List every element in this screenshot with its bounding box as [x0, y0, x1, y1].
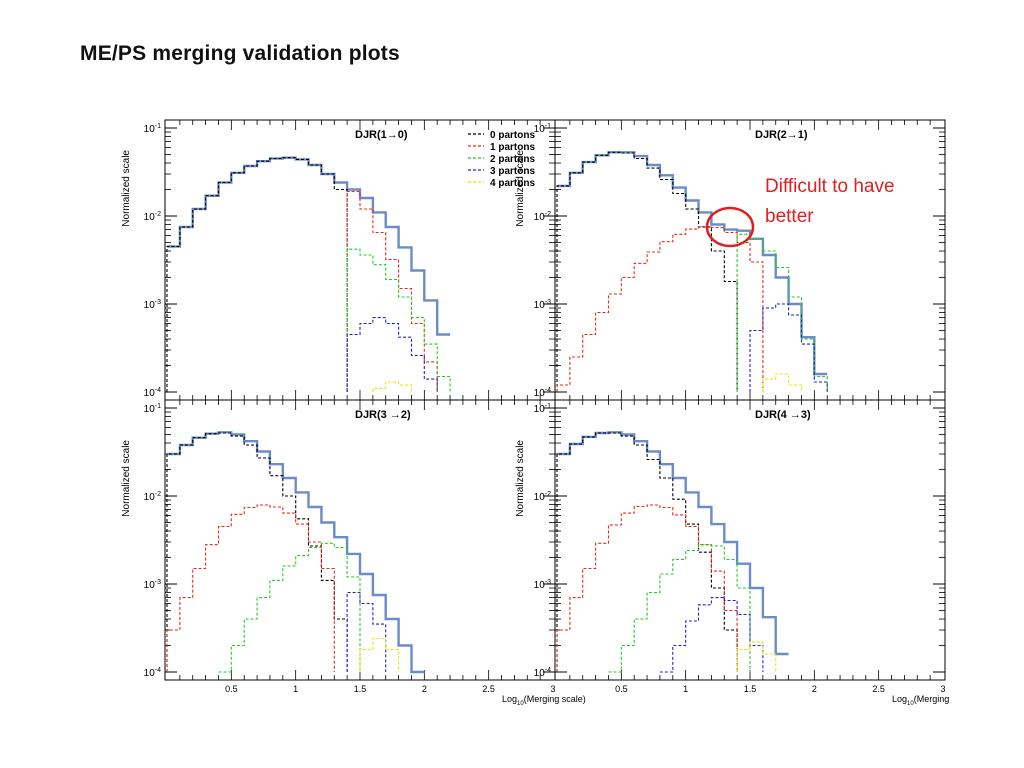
y-tick-label: 10-2: [534, 211, 551, 223]
y-tick-label: 10-2: [144, 491, 161, 503]
series-line-4-partons: [372, 381, 413, 392]
x-tick-label: 1: [683, 684, 688, 694]
series-line-total: [167, 156, 451, 336]
y-tick-label: 10-3: [144, 299, 161, 311]
series-line-2-partons: [346, 248, 451, 392]
annotation-line-2: better: [765, 206, 814, 227]
series-line-4-partons: [736, 641, 777, 672]
annotation-line-1: Difficult to have: [765, 176, 895, 197]
x-tick-label: 1.5: [354, 684, 367, 694]
x-axis-label: Log10(Merging scale): [502, 694, 586, 707]
slide-title: ME/PS merging validation plots: [80, 42, 400, 65]
annotation-text: Difficult to have better: [765, 172, 895, 232]
x-tick-label: 0.5: [615, 684, 628, 694]
series-line-1-partons: [556, 504, 738, 672]
y-tick-label: 10-1: [534, 123, 551, 135]
x-tick-label: 3: [940, 684, 945, 694]
series-line-total: [557, 151, 828, 376]
series-line-3-partons: [659, 597, 764, 673]
panel-title: DJR(4 →3): [755, 409, 811, 421]
series-line-total: [167, 431, 425, 674]
series-line-0-partons: [166, 157, 348, 392]
legend-label: 1 partons: [490, 142, 535, 153]
series-line-0-partons: [556, 432, 738, 672]
y-axis-label: Normalized scale: [515, 150, 526, 227]
y-axis-label: Normalized scale: [515, 440, 526, 517]
y-tick-label: 10-3: [534, 579, 551, 591]
x-tick-label: 2.5: [482, 684, 495, 694]
y-tick-label: 10-3: [534, 299, 551, 311]
series-line-2-partons: [608, 544, 751, 673]
series-line-3-partons: [749, 303, 828, 392]
series-line-3-partons: [346, 317, 438, 392]
x-tick-label: 1: [293, 684, 298, 694]
y-tick-label: 10-1: [144, 123, 161, 135]
panel-title: DJR(2→1): [755, 129, 808, 141]
series-line-4-partons: [359, 637, 400, 672]
djr-panel-2: 10-1 10-2 10-3 10-4 DJR(2→1) Normalized scale: [515, 119, 946, 401]
x-tick-label: 3: [550, 684, 555, 694]
annotation-circle: [705, 206, 755, 248]
djr-panel-4: 10-1 10-2 10-3 10-4 DJR(4 →3) Normalized scal…: [515, 399, 950, 707]
x-tick-label: 2.5: [872, 684, 885, 694]
djr-figure: 10-1 10-2 10-3 10-4 DJR(1→0) Normalized scale…: [121, 119, 950, 707]
y-axis-label: Normalized scale: [121, 440, 132, 517]
series-line-1-partons: [556, 225, 764, 392]
legend-label: 0 partons: [490, 130, 535, 141]
panel-title: DJR(1→0): [355, 129, 408, 141]
series-line-0-partons: [166, 432, 348, 672]
y-tick-label: 10-3: [144, 579, 161, 591]
y-tick-label: 10-4: [144, 667, 161, 679]
y-tick-label: 10-2: [144, 211, 161, 223]
y-axis-label: Normalized scale: [121, 150, 132, 227]
panel-title: DJR(3 →2): [355, 409, 411, 421]
series-line-1-partons: [346, 190, 438, 392]
panel-frame: [164, 399, 556, 681]
y-tick-label: 10-2: [534, 491, 551, 503]
x-tick-label: 1.5: [744, 684, 757, 694]
series-line-3-partons: [346, 591, 387, 672]
series-line-4-partons: [762, 373, 803, 392]
series-line-1-partons: [166, 504, 335, 672]
djr-panel-1: 10-1 10-2 10-3 10-4 DJR(1→0) Normalized scale…: [121, 119, 556, 401]
x-tick-label: 2: [422, 684, 427, 694]
legend-label: 3 partons: [490, 166, 535, 177]
series-line-total: [557, 431, 789, 656]
y-tick-label: 10-4: [534, 667, 551, 679]
series-line-0-partons: [556, 151, 738, 392]
x-axis-label: Log10(Merging scale): [892, 694, 950, 707]
y-tick-label: 10-1: [144, 403, 161, 415]
legend-label: 4 partons: [490, 178, 535, 189]
series-line-2-partons: [218, 542, 361, 673]
legend-label: 2 partons: [490, 154, 535, 165]
y-tick-label: 10-1: [534, 403, 551, 415]
y-tick-label: 10-4: [144, 387, 161, 399]
y-tick-label: 10-4: [534, 387, 551, 399]
x-tick-label: 2: [812, 684, 817, 694]
x-tick-label: 0.5: [225, 684, 238, 694]
